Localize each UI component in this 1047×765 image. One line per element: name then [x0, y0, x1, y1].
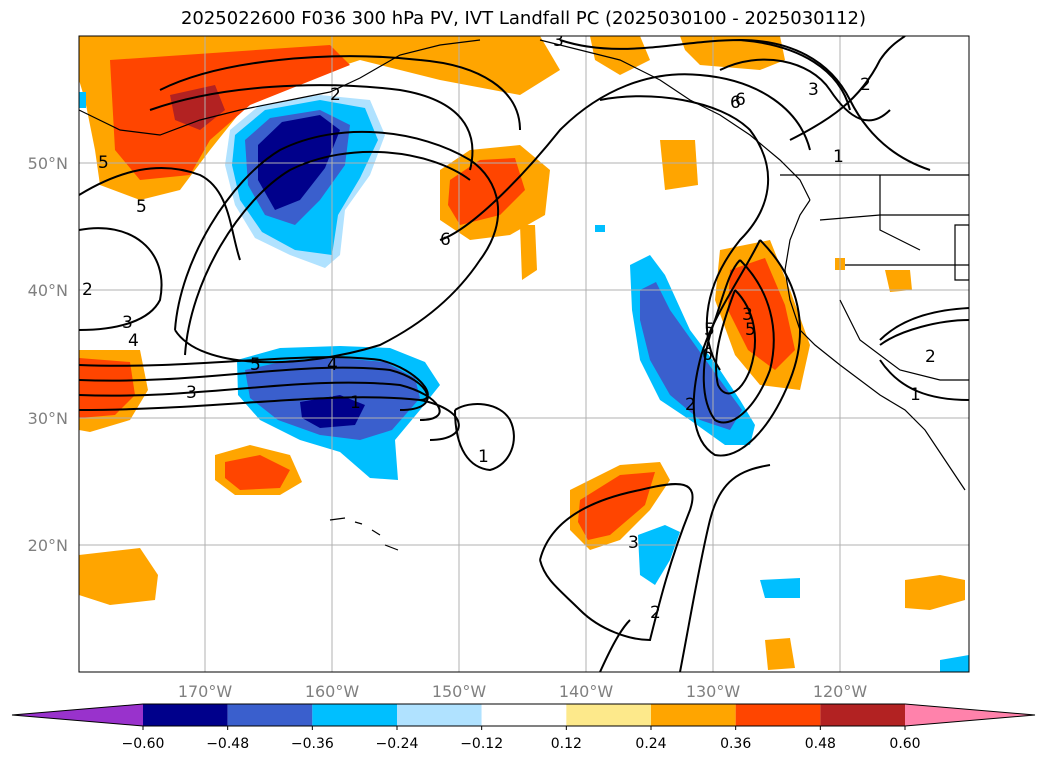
colorbar-tick-label: −0.12	[460, 736, 503, 752]
contour-label: 1	[833, 147, 844, 167]
colorbar-segment	[143, 704, 228, 726]
colorbar-tick-label: 0.48	[805, 736, 836, 752]
negative-anomaly-shading	[79, 92, 969, 672]
colorbar-extend-high	[905, 704, 1035, 726]
coastlines	[79, 39, 969, 551]
colorbar-tick-label: −0.36	[291, 736, 334, 752]
contour-labels: 5 5 2 2 3 4 6 6 3 5 4 1 3 5 6 3 2 1 2 1 …	[82, 31, 936, 623]
contour-label: 3	[553, 31, 564, 51]
contour-label: 6	[702, 345, 713, 365]
colorbar-tick-label: 0.60	[889, 736, 920, 752]
contour-label: 3	[808, 80, 819, 100]
colorbar-segment	[820, 704, 905, 726]
colorbar-segment	[651, 704, 736, 726]
contour-label: 4	[327, 355, 338, 375]
colorbar-segment	[481, 704, 567, 726]
latitude-labels: 50°N 40°N 30°N 20°N	[28, 154, 68, 555]
colorbar-segment	[227, 704, 313, 726]
contour-label: 3	[628, 533, 639, 553]
contour-label: 5	[98, 153, 109, 173]
lon-label: 160°W	[305, 682, 360, 701]
contour-label: 3	[122, 313, 133, 333]
colorbar: −0.60 −0.48 −0.36 −0.24 −0.12 0.12 0.24 0.36 0.4…	[11, 703, 1036, 752]
map-title: 2025022600 F036 300 hPa PV, IVT Landfall…	[180, 8, 867, 29]
graticule	[79, 36, 969, 672]
contour-label: 6	[440, 230, 451, 250]
pv-contours	[79, 36, 969, 672]
contour-label: 4	[128, 331, 139, 351]
contour-label: 2	[650, 603, 661, 623]
lat-label: 20°N	[28, 536, 68, 555]
contour-label: 2	[330, 85, 341, 105]
plot-frame	[78, 35, 970, 673]
colorbar-segment	[735, 704, 821, 726]
lon-label: 140°W	[559, 682, 614, 701]
lat-label: 30°N	[28, 409, 68, 428]
colorbar-tick-label: −0.60	[122, 736, 165, 752]
contour-label: 6	[735, 90, 746, 110]
longitude-labels: 170°W 160°W 150°W 140°W 130°W 120°W	[178, 682, 868, 701]
contour-label: 5	[704, 320, 715, 340]
lat-label: 50°N	[28, 154, 68, 173]
contour-label: 2	[925, 347, 936, 367]
contour-label: 2	[82, 280, 93, 300]
colorbar-tick-label: 0.12	[551, 736, 582, 752]
contour-label: 1	[910, 385, 921, 405]
contour-label: 5	[136, 197, 147, 217]
colorbar-tick-label: −0.24	[376, 736, 419, 752]
lat-label: 40°N	[28, 281, 68, 300]
colorbar-tick-label: 0.36	[720, 736, 751, 752]
contour-label: 2	[860, 75, 871, 95]
lon-label: 170°W	[178, 682, 233, 701]
colorbar-segment	[397, 704, 482, 726]
contour-label: 1	[350, 393, 361, 413]
positive-anomaly-shading	[79, 36, 965, 670]
contour-label: 2	[685, 395, 696, 415]
lon-label: 130°W	[686, 682, 741, 701]
contour-label: 1	[478, 447, 489, 467]
colorbar-segment	[312, 704, 397, 726]
contour-label: 3	[186, 383, 197, 403]
colorbar-tick-label: −0.48	[206, 736, 249, 752]
contour-label: 5	[745, 320, 756, 340]
colorbar-extend-low	[12, 704, 143, 726]
contour-label: 3	[742, 305, 753, 325]
lon-label: 120°W	[813, 682, 868, 701]
contour-label: 6	[730, 93, 741, 113]
colorbar-segment	[566, 704, 651, 726]
colorbar-tick-label: 0.24	[635, 736, 666, 752]
contour-label: 5	[250, 355, 261, 375]
lon-label: 150°W	[432, 682, 487, 701]
plot-area	[79, 36, 969, 672]
